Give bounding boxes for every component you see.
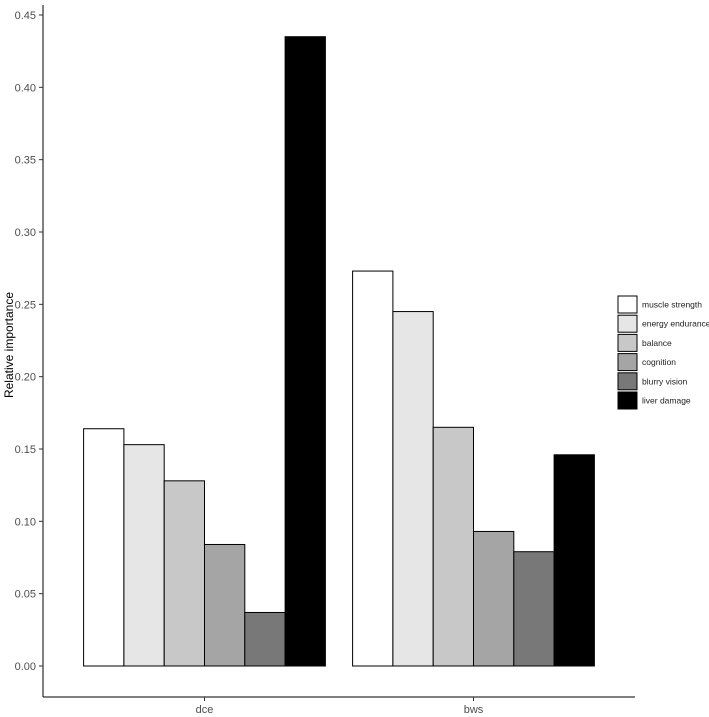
legend-key-balance — [617, 333, 638, 352]
legend-key-energy-endurance — [617, 314, 638, 333]
axes-layer — [42, 5, 635, 698]
x-tick-label-dce: dce — [196, 704, 214, 716]
bar-bws-muscle-strength — [352, 270, 394, 667]
y-tick-label: 0.10 — [15, 516, 36, 528]
legend-label: cognition — [642, 357, 676, 367]
legend: muscle strength energy endurance balance co… — [617, 295, 709, 410]
y-tick-label: 0.15 — [15, 444, 36, 456]
bar-dce-balance — [163, 480, 205, 667]
legend-key-muscle-strength — [617, 295, 638, 314]
y-tick-label: 0.30 — [15, 227, 36, 239]
y-tick-label: 0.20 — [15, 372, 36, 384]
x-tick-label-bws: bws — [464, 704, 484, 716]
x-ticks: dce bws — [196, 697, 484, 716]
legend-label: muscle strength — [642, 300, 702, 310]
y-axis-title: Relative importance — [2, 292, 16, 398]
y-tick-label: 0.40 — [15, 82, 36, 94]
y-tick-label: 0.25 — [15, 299, 36, 311]
bars-layer — [83, 36, 595, 667]
bar-bws-balance — [432, 426, 475, 667]
y-tick-label: 0.35 — [15, 155, 36, 167]
bar-dce-cognition — [204, 543, 246, 667]
bar-dce-liver-damage — [284, 36, 326, 667]
legend-label: balance — [642, 338, 672, 348]
y-ticks: 0.00 0.05 0.10 0.15 0.20 0.25 0.30 0.35 0.40 0.45 — [15, 10, 43, 673]
legend-key-blurry-vision — [617, 372, 638, 391]
legend-label: energy endurance — [642, 319, 709, 329]
legend-label: blurry vision — [642, 376, 688, 386]
y-tick-label: 0.45 — [15, 10, 36, 22]
bar-bws-liver-damage — [553, 454, 595, 667]
legend-label: liver damage — [642, 396, 691, 406]
y-tick-label: 0.05 — [15, 589, 36, 601]
bar-bws-blurry-vision — [513, 551, 555, 667]
bar-bws-energy-endurance — [392, 311, 434, 667]
legend-key-cognition — [617, 353, 638, 372]
y-tick-label: 0.00 — [15, 661, 36, 673]
bar-bws-cognition — [473, 530, 515, 667]
bar-dce-blurry-vision — [244, 611, 286, 667]
bar-dce-energy-endurance — [123, 444, 165, 667]
bar-dce-muscle-strength — [83, 428, 125, 667]
legend-key-liver-damage — [617, 391, 638, 410]
